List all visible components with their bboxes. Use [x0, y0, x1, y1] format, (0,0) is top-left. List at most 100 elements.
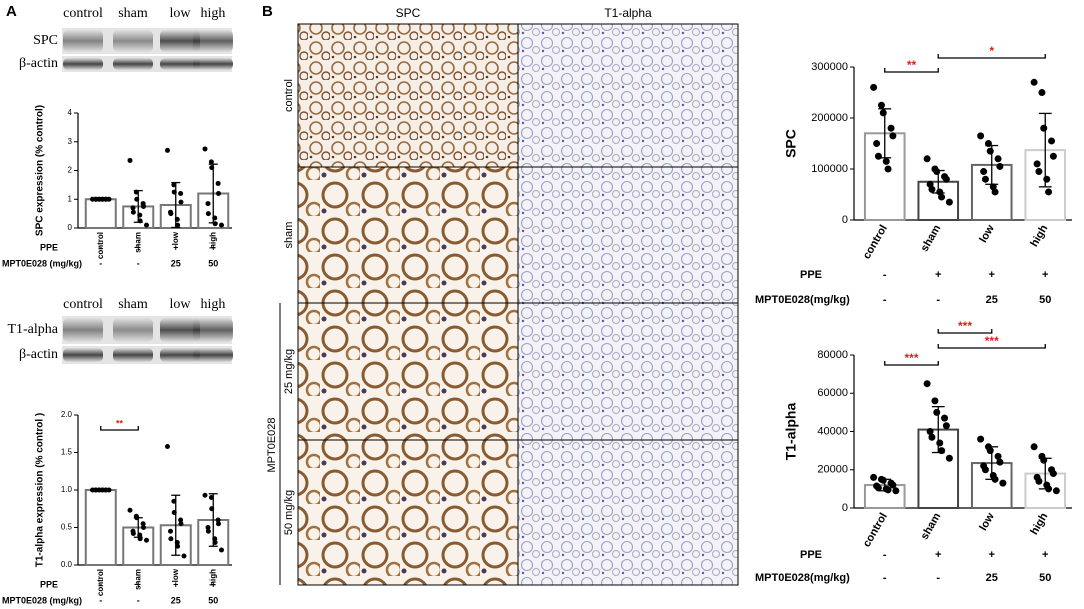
x-tick-label: high — [1028, 511, 1050, 537]
significance-label: * — [989, 44, 994, 58]
x-tick-label: control — [96, 569, 105, 596]
y-tick-label: 0.5 — [61, 523, 73, 532]
y-tick-label: 40000 — [817, 425, 848, 437]
data-point — [205, 211, 211, 217]
significance-label: *** — [985, 334, 999, 348]
data-point — [168, 211, 174, 217]
data-point — [887, 124, 895, 132]
data-point — [215, 517, 221, 523]
y-tick-label: 100000 — [811, 163, 848, 175]
data-point — [181, 553, 187, 559]
data-point — [216, 521, 221, 527]
treatment-value: - — [883, 572, 887, 584]
x-tick-label: control — [861, 511, 890, 549]
micrograph — [297, 166, 519, 304]
data-point — [945, 198, 953, 206]
x-tick-label: high — [208, 569, 217, 586]
data-point — [986, 447, 994, 455]
y-tick-label: 1 — [68, 194, 73, 203]
micrograph — [297, 302, 519, 441]
x-tick-label: sham — [919, 511, 944, 542]
data-point — [945, 454, 953, 462]
data-point — [923, 380, 931, 388]
data-point — [202, 492, 208, 498]
blot-lane-label: high — [201, 6, 226, 21]
significance-bracket — [937, 54, 1046, 59]
data-point — [879, 109, 887, 117]
micrograph-group-label: MPT0E028 — [266, 417, 278, 472]
data-point — [928, 185, 936, 193]
data-point — [999, 479, 1007, 487]
treatment-value: - — [883, 269, 887, 281]
data-point — [219, 547, 224, 553]
blot-band — [113, 30, 153, 52]
blot-lane-label: sham — [118, 297, 148, 312]
data-point — [168, 536, 174, 542]
significance-label: ** — [116, 418, 124, 428]
data-point — [977, 132, 985, 140]
data-point — [873, 140, 881, 147]
blot-lane-label: control — [63, 6, 103, 21]
blot-band — [193, 30, 233, 52]
blot-lane-label: high — [201, 297, 226, 312]
panel-label: A — [6, 3, 17, 20]
y-tick-label: 80000 — [817, 349, 848, 361]
treatment-label: MPT0E028 (mg/kg) — [2, 258, 82, 268]
blot-band — [160, 318, 200, 342]
data-point — [874, 484, 882, 492]
treatment-value: + — [136, 579, 141, 589]
panel-label: B — [262, 3, 273, 20]
data-point — [994, 452, 1002, 460]
y-tick-label: 2 — [68, 166, 73, 175]
data-point — [986, 147, 994, 155]
treatment-value: + — [136, 242, 141, 252]
treatment-value: + — [935, 549, 941, 561]
x-tick-label: low — [171, 568, 180, 582]
data-point — [938, 193, 946, 201]
data-point — [140, 521, 146, 527]
data-point — [1040, 124, 1048, 132]
x-tick-label: low — [977, 223, 997, 245]
data-point — [882, 157, 890, 165]
data-point — [991, 188, 999, 196]
treatment-value: + — [173, 579, 178, 589]
y-axis-label: SPC expression (% control) — [35, 105, 46, 236]
x-tick-label: low — [171, 231, 180, 245]
blot-lane-label: low — [170, 297, 192, 312]
blot-band — [63, 30, 103, 52]
x-tick-label: low — [977, 511, 997, 533]
significance-label: *** — [958, 319, 972, 333]
data-point — [1035, 477, 1043, 485]
significance-bracket — [884, 361, 939, 366]
data-point — [877, 101, 885, 109]
data-point — [870, 83, 878, 91]
data-point — [93, 487, 99, 493]
treatment-label: PPE — [800, 549, 822, 561]
data-point — [933, 408, 941, 416]
treatment-value: + — [935, 269, 941, 281]
data-point — [981, 175, 989, 183]
x-tick-label: control — [96, 232, 105, 259]
blot-band — [160, 58, 200, 70]
data-point — [178, 521, 184, 527]
data-point — [892, 487, 900, 495]
bar — [84, 198, 117, 229]
y-tick-label: 60000 — [817, 387, 848, 399]
micrograph-grid: SPC T1-alpha control sham 25 mg/kg 50 mg/kg MP… — [266, 6, 739, 586]
blot-band — [193, 58, 233, 70]
data-point — [879, 476, 887, 484]
blot-band — [113, 318, 153, 342]
data-point — [870, 473, 878, 481]
x-tick-label: control — [861, 223, 890, 261]
data-point — [219, 222, 224, 228]
treatment-label: PPE — [800, 269, 822, 281]
data-point — [1030, 443, 1038, 451]
data-point — [884, 165, 892, 173]
blot-row-label: β-actin — [19, 56, 58, 71]
treatment-value: - — [99, 579, 102, 589]
data-point — [215, 180, 221, 186]
micrograph-column-label: SPC — [396, 6, 421, 20]
data-point — [980, 168, 988, 176]
